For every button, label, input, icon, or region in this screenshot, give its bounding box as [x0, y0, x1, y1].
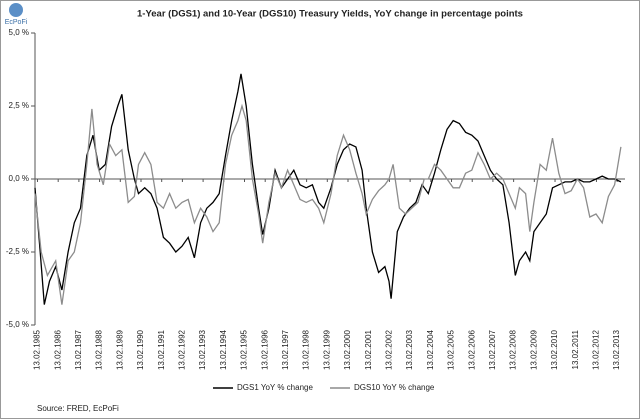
x-tick-label: 13.02.2011: [571, 329, 580, 369]
x-tick-label: 13.02.2009: [529, 329, 538, 370]
x-tick-label: 13.02.1997: [281, 329, 290, 370]
y-tick-label: -5,0 %: [6, 320, 29, 329]
series-line: [34, 73, 622, 305]
x-tick-label: 13.02.1988: [95, 329, 104, 370]
x-tick-label: 13.02.1999: [322, 329, 331, 370]
x-tick-label: 13.02.2007: [488, 329, 497, 370]
x-tick-label: 13.02.1990: [136, 329, 145, 370]
x-tick-label: 13.02.2013: [612, 329, 621, 370]
x-tick-label: 13.02.2010: [550, 329, 559, 370]
x-tick-label: 13.02.2004: [426, 329, 435, 370]
x-tick-label: 13.02.2001: [364, 329, 373, 370]
x-tick-label: 13.02.1998: [302, 329, 311, 370]
y-tick-label: 0,0 %: [9, 174, 29, 183]
legend-label: DGS10 YoY % change: [354, 383, 435, 392]
y-tick-label: -2,5 %: [6, 247, 29, 256]
x-tick-label: 13.02.1991: [157, 329, 166, 370]
source: Source: FRED, EcPoFi: [37, 404, 119, 413]
chart-title: 1-Year (DGS1) and 10-Year (DGS10) Treasu…: [137, 9, 523, 20]
x-tick-label: 13.02.2005: [447, 329, 456, 370]
x-tick-label: 13.02.1986: [53, 329, 62, 370]
x-tick-label: 13.02.2003: [405, 329, 414, 370]
y-tick-label: 2,5 %: [9, 101, 29, 110]
x-tick-label: 13.02.1996: [260, 329, 269, 370]
logo: EcPoFi: [5, 3, 28, 26]
x-tick-label: 13.02.1989: [115, 329, 124, 370]
x-tick-label: 13.02.2006: [467, 329, 476, 370]
y-tick-label: 5,0 %: [9, 28, 29, 37]
logo-text: EcPoFi: [5, 19, 28, 26]
x-tick-label: 13.02.1993: [198, 329, 207, 370]
x-tick-label: 13.02.2012: [592, 329, 601, 370]
x-tick-label: 13.02.1992: [178, 329, 187, 370]
x-tick-label: 13.02.2000: [343, 329, 352, 370]
x-tick-label: 13.02.2008: [509, 329, 518, 370]
series-line: [34, 103, 622, 305]
logo-icon: [9, 3, 23, 17]
x-tick-label: 13.02.1994: [219, 329, 228, 370]
x-tick-label: 13.02.1987: [74, 329, 83, 370]
x-tick-label: 13.02.1995: [240, 329, 249, 370]
legend-label: DGS1 YoY % change: [237, 383, 313, 392]
x-tick-label: 13.02.2002: [385, 329, 394, 370]
x-tick-label: 13.02.1985: [33, 329, 42, 370]
